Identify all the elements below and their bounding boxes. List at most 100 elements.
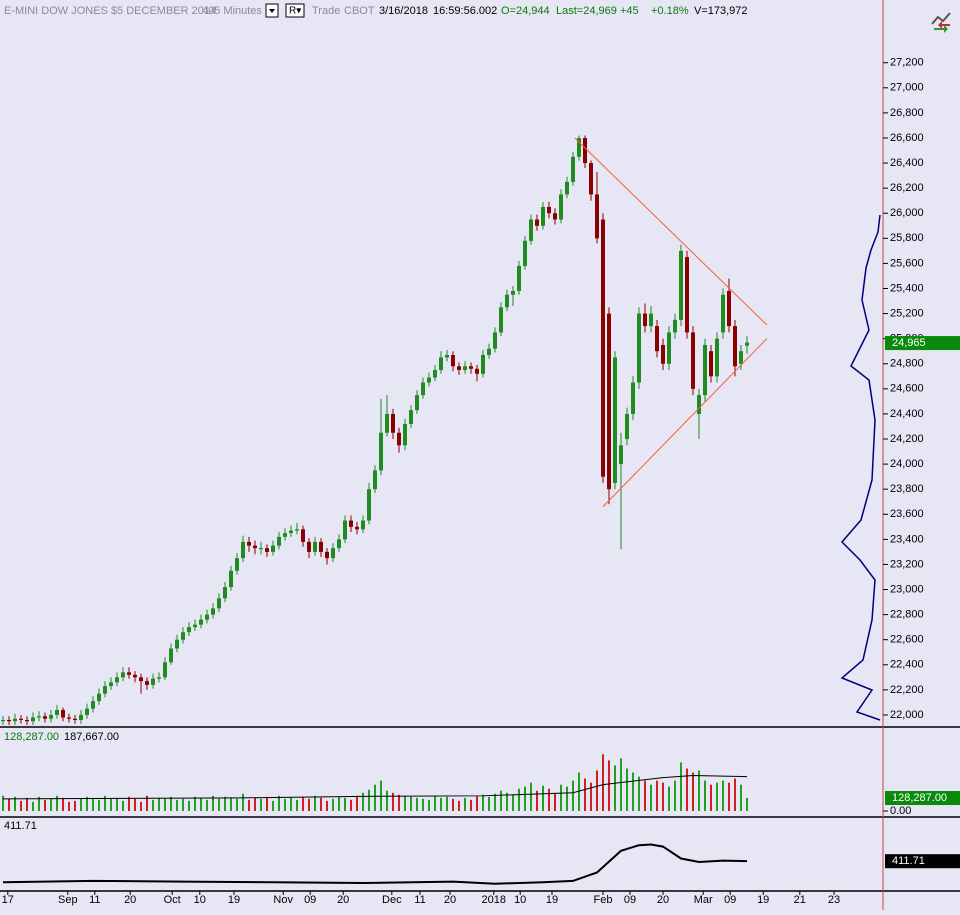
change: +45 (620, 5, 639, 17)
volume-bar (164, 798, 166, 811)
volume-bar (320, 797, 322, 811)
indicator-line (2, 843, 748, 885)
volume-bar (464, 797, 466, 811)
volume-bar (656, 780, 658, 811)
volume-bar (668, 786, 670, 811)
volume-bar (686, 768, 688, 811)
volume-bar (578, 772, 580, 811)
y-tick-label: 22,400 (890, 659, 924, 671)
volume-bar (272, 800, 274, 811)
candle-body (49, 714, 53, 719)
volume-bar (662, 782, 664, 811)
x-tick-label: 09 (624, 894, 636, 906)
candle-body (301, 529, 305, 542)
x-tick-label: 23 (828, 894, 840, 906)
candle-body (61, 709, 65, 718)
candle-body (325, 551, 329, 559)
volume-bar (80, 798, 82, 811)
x-tick-label: 21 (794, 894, 806, 906)
exchange: CBOT (344, 5, 375, 17)
volume-bar (350, 799, 352, 811)
candle-body (739, 351, 743, 364)
volume-profile (840, 214, 881, 721)
volume: V=173,972 (694, 5, 748, 17)
volume-badge-label: 128,287.00 (892, 792, 947, 804)
volume-bar (170, 796, 172, 811)
volume-bar (296, 799, 298, 811)
volume-bar (50, 798, 52, 811)
y-tick-label: 26,800 (890, 107, 924, 119)
x-tick-label: 19 (228, 894, 240, 906)
volume-bar (500, 790, 502, 811)
volume-bar (722, 780, 724, 811)
candle-body (31, 717, 35, 722)
volume-bar (626, 768, 628, 811)
y-tick-label: 25,800 (890, 232, 924, 244)
candle-body (211, 608, 215, 615)
candle-body (373, 470, 377, 490)
candle-body (103, 686, 107, 694)
candle-body (517, 265, 521, 292)
y-tick-label: 25,600 (890, 257, 924, 269)
candle-body (277, 536, 281, 546)
candle-body (589, 163, 593, 195)
volume-bar (506, 792, 508, 811)
r-button[interactable] (285, 3, 305, 18)
y-tick-label: 23,200 (890, 558, 924, 570)
candle-body (289, 530, 293, 534)
x-tick-label: 10 (194, 894, 206, 906)
volume-bar (644, 780, 646, 811)
candle-body (133, 674, 137, 678)
candle-body (481, 354, 485, 374)
volume-bar (344, 797, 346, 811)
volume-bar (356, 795, 358, 811)
candle-body (259, 548, 263, 550)
volume-bar (176, 799, 178, 811)
volume-bar (674, 780, 676, 811)
candle-body (745, 342, 749, 346)
y-tick-label: 23,400 (890, 533, 924, 545)
candle-body (523, 240, 527, 266)
chart-icon[interactable] (931, 12, 951, 33)
volume-bar (26, 797, 28, 811)
candle-body (679, 250, 683, 320)
candle-body (439, 357, 443, 371)
candle-body (169, 648, 173, 663)
y-tick-label: 27,200 (890, 57, 924, 69)
candle-body (157, 677, 161, 679)
candle-body (601, 219, 605, 477)
volume-bar (248, 799, 250, 811)
x-tick-label: 19 (757, 894, 769, 906)
volume-bar (188, 800, 190, 811)
candle-body (253, 545, 257, 549)
interval: 405 Minutes (202, 5, 262, 17)
volume-bar (728, 782, 730, 811)
y-tick-label: 22,200 (890, 684, 924, 696)
volume-bar (206, 799, 208, 811)
candle-body (163, 662, 167, 678)
volume-bar (548, 788, 550, 811)
candle-body (667, 332, 671, 364)
candle-body (565, 181, 569, 195)
candle-body (529, 219, 533, 241)
candle-body (715, 338, 719, 377)
volume-bar (284, 798, 286, 811)
candle-body (151, 678, 155, 685)
volume-bar (404, 795, 406, 811)
volume-bar (386, 790, 388, 811)
x-tick-label: Feb (594, 894, 613, 906)
volume-bar (536, 790, 538, 811)
y-tick-label: 23,800 (890, 483, 924, 495)
candle-body (109, 682, 113, 687)
candle-body (355, 526, 359, 530)
candle-body (661, 344, 665, 364)
volume-bar (128, 796, 130, 811)
volume-bar (116, 797, 118, 811)
volume-bar (632, 772, 634, 811)
volume-bar (734, 778, 736, 811)
candle-body (493, 332, 497, 349)
y-tick-label: 26,000 (890, 207, 924, 219)
candle-body (175, 639, 179, 649)
candle-body (577, 137, 581, 157)
volume-bar (494, 793, 496, 811)
